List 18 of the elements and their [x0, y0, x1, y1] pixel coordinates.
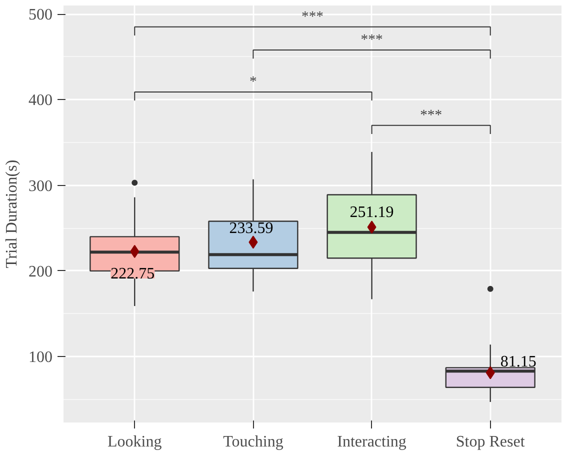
x-tick-label: Touching	[223, 434, 284, 450]
y-tick-label: 100	[28, 349, 52, 366]
y-tick-label: 500	[28, 6, 52, 24]
annotation: 222.75	[110, 265, 155, 282]
y-axis-title: Trial Duration(s)	[4, 160, 20, 268]
annotation: 251.19	[350, 204, 394, 222]
annotation: ***	[420, 107, 442, 124]
annotation: 233.59	[229, 220, 274, 238]
y-tick-label: 300	[28, 178, 52, 195]
y-tick-label: 200	[28, 263, 52, 280]
x-tick-label: Interacting	[337, 434, 406, 450]
annotation: ***	[360, 32, 383, 48]
annotation: *	[250, 74, 257, 90]
annotation: ***	[302, 8, 324, 25]
x-tick-label: Stop Reset	[456, 434, 526, 450]
annotation: 81.15	[500, 354, 536, 371]
y-tick-label: 400	[28, 92, 52, 110]
x-tick-label: Looking	[108, 434, 162, 450]
